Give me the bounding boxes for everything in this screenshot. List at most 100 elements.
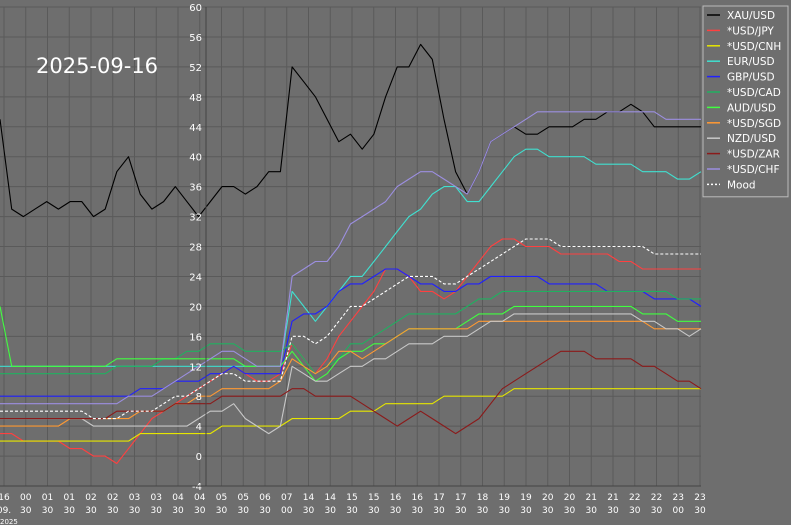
legend: XAU/USD *USD/JPY *USD/CNH EUR/USD GBP/USD *US… xyxy=(702,5,789,198)
x-tick-day: 03 xyxy=(129,493,140,503)
series-line-usd-cnh xyxy=(0,388,701,442)
x-tick-day: 04 xyxy=(172,493,184,503)
legend-label: *USD/CAD xyxy=(727,87,781,99)
x-tick-day: 20 xyxy=(542,493,554,503)
x-tick-day: 17 xyxy=(455,493,466,503)
x-tick-time: 30 xyxy=(85,506,97,516)
x-tick-day: 22 xyxy=(651,493,662,503)
x-tick-day: 00 xyxy=(20,493,32,503)
y-tick-label: 60 xyxy=(189,3,202,14)
x-tick-time: 30 xyxy=(303,506,315,516)
y-tick-label: -4 xyxy=(192,482,202,493)
x-tick-day: 22 xyxy=(629,493,640,503)
y-tick-label: 24 xyxy=(189,272,202,283)
x-tick-day: 20 xyxy=(564,493,576,503)
x-tick-time: 30 xyxy=(607,506,619,516)
x-tick-day: 18 xyxy=(477,493,489,503)
series-line-nzd-usd xyxy=(0,313,702,435)
x-tick-time: 30 xyxy=(64,506,76,516)
x-tick-day: 14 xyxy=(303,493,315,503)
y-tick-label: 32 xyxy=(189,213,202,224)
x-tick-day: 23 xyxy=(694,493,705,503)
legend-label: EUR/USD xyxy=(727,56,775,68)
x-tick-time: 30 xyxy=(433,506,445,516)
x-tick-day: 02 xyxy=(107,493,118,503)
x-tick-time: 30 xyxy=(194,506,206,516)
legend-label: XAU/USD xyxy=(727,10,775,22)
series-line-mood xyxy=(0,238,701,420)
y-tick-label: 52 xyxy=(189,63,202,74)
x-tick-time: 30 xyxy=(259,506,271,516)
x-tick-time: 30 xyxy=(477,506,489,516)
x-tick-day: 14 xyxy=(325,493,337,503)
x-tick-time: 30 xyxy=(586,506,598,516)
x-tick-day: 05 xyxy=(216,493,227,503)
x-tick-time: 30 xyxy=(238,506,250,516)
series-line-usd-zar xyxy=(0,350,702,435)
x-tick-time: 30 xyxy=(129,506,141,516)
x-tick-time: 30 xyxy=(346,506,358,516)
x-tick-day: 01 xyxy=(64,493,75,503)
legend-label: *USD/ZAR xyxy=(727,149,780,161)
y-tick-label: 12 xyxy=(189,362,202,373)
x-tick-time: 30 xyxy=(520,506,532,516)
series-line-usd-cad xyxy=(0,290,701,375)
x-tick-time: 30 xyxy=(651,506,663,516)
x-tick-time: 09. xyxy=(0,506,11,516)
legend-box xyxy=(702,5,789,198)
x-tick-day: 15 xyxy=(346,493,357,503)
x-tick-time: 00 xyxy=(673,506,685,516)
y-tick-label: 28 xyxy=(189,243,202,254)
plot-background xyxy=(0,0,701,487)
y-tick-label: 16 xyxy=(189,332,202,343)
legend-label: NZD/USD xyxy=(727,133,776,145)
x-tick-time: 30 xyxy=(151,506,163,516)
x-tick-time: 00 xyxy=(281,506,293,516)
x-tick-time: 30 xyxy=(499,506,511,516)
x-tick-day: 19 xyxy=(520,493,532,503)
x-tick-time: 30 xyxy=(455,506,467,516)
x-tick-day: 21 xyxy=(607,493,618,503)
y-tick-label: 36 xyxy=(189,183,202,194)
x-tick-day: 21 xyxy=(586,493,597,503)
legend-label: GBP/USD xyxy=(727,72,775,84)
y-tick-label: 4 xyxy=(196,422,202,433)
legend-label: AUD/USD xyxy=(727,102,776,114)
x-tick-time: 30 xyxy=(564,506,576,516)
x-tick-time: 30 xyxy=(107,506,119,516)
x-tick-time: 30 xyxy=(368,506,380,516)
x-tick-time: 30 xyxy=(42,506,54,516)
x-tick-day: 16 xyxy=(390,493,402,503)
x-tick-day: 23 xyxy=(673,493,684,503)
series-line-usd-sgd xyxy=(0,320,701,427)
series-line-gbp-usd xyxy=(0,268,702,397)
x-tick-time: 30 xyxy=(216,506,228,516)
x-tick-time: 30 xyxy=(694,506,706,516)
x-tick-day: 16 xyxy=(0,493,10,503)
x-tick-day: 16 xyxy=(412,493,424,503)
x-tick-day: 07 xyxy=(281,493,292,503)
date-stamp: 2025-09-16 xyxy=(36,54,159,78)
y-tick-label: 20 xyxy=(189,302,202,313)
series-line-usd-jpy xyxy=(0,238,701,465)
x-tick-day: 05 xyxy=(238,493,249,503)
x-tick-time: 30 xyxy=(172,506,184,516)
legend-label: *USD/CNH xyxy=(727,41,781,53)
x-tick-day: 17 xyxy=(433,493,444,503)
series-group xyxy=(0,43,702,465)
y-tick-label: 56 xyxy=(189,33,202,44)
legend-label: *USD/CHF xyxy=(727,164,780,176)
x-tick-time: 30 xyxy=(629,506,641,516)
x-tick-day: 02 xyxy=(85,493,96,503)
y-tick-label: 48 xyxy=(189,93,202,104)
x-tick-time: 30 xyxy=(542,506,554,516)
x-tick-day: 01 xyxy=(42,493,53,503)
x-tick-day: 03 xyxy=(151,493,162,503)
legend-label: *USD/JPY xyxy=(727,25,774,37)
x-edge-label: 2025 xyxy=(0,518,18,525)
x-tick-time: 30 xyxy=(20,506,32,516)
x-tick-time: 30 xyxy=(390,506,402,516)
series-line-usd-chf xyxy=(0,111,701,405)
